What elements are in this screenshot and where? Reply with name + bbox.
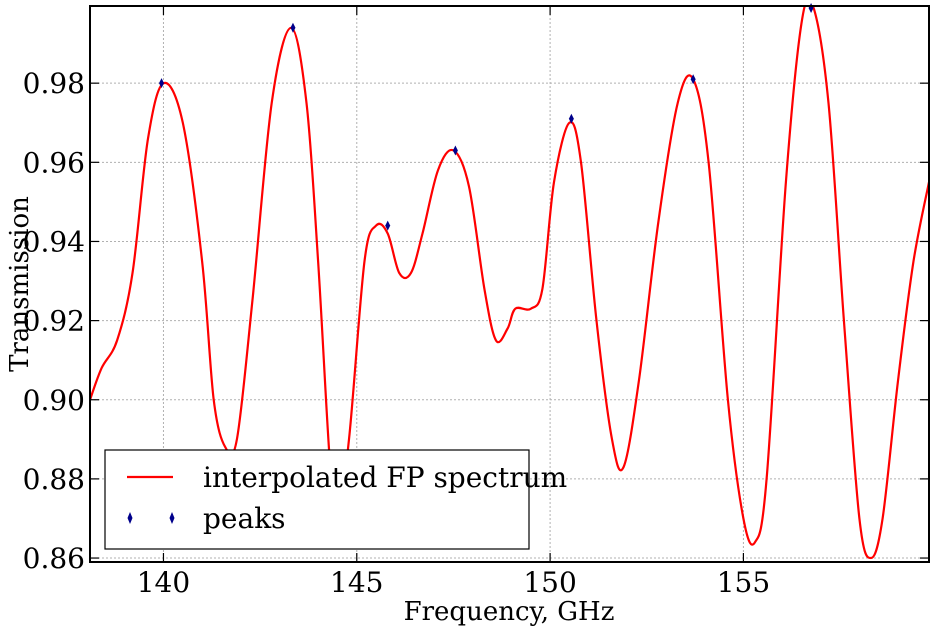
peak-marker (808, 2, 814, 13)
axis-ticks (90, 6, 929, 562)
tick-labels: 140 145 150 155 0.86 0.88 0.90 0.92 0.94 0.96 0.98 (23, 67, 770, 599)
y-tick-label: 0.86 (23, 542, 85, 575)
peak-marker (385, 220, 391, 231)
legend-box (104, 449, 530, 550)
x-axis-label: Frequency, GHz (404, 597, 615, 627)
spectrum-line (90, 6, 929, 560)
legend-label-spectrum: interpolated FP spectrum (203, 461, 567, 494)
peak-marker (568, 113, 574, 124)
y-tick-label: 0.96 (23, 146, 85, 179)
legend: interpolated FP spectrum peaks (104, 449, 567, 550)
y-tick-label: 0.98 (23, 67, 85, 100)
peak-marker (290, 22, 296, 33)
peak-marker (452, 145, 458, 156)
y-tick-label: 0.90 (23, 384, 85, 417)
x-tick-label: 145 (330, 566, 383, 599)
peak-markers (159, 2, 814, 231)
x-tick-label: 150 (523, 566, 576, 599)
y-tick-label: 0.88 (23, 463, 85, 496)
y-axis-label: Transmission (5, 196, 35, 372)
peak-marker (690, 74, 696, 85)
legend-peak-marker-1 (127, 512, 133, 524)
legend-label-peaks: peaks (203, 502, 286, 535)
spectrum-line-path (90, 6, 929, 560)
peak-marker (159, 78, 165, 89)
x-tick-label: 140 (137, 566, 190, 599)
grid (90, 6, 929, 562)
y-tick-label: 0.92 (23, 305, 85, 338)
y-tick-label: 0.94 (23, 225, 85, 258)
x-tick-label: 155 (717, 566, 770, 599)
legend-peak-marker-2 (169, 512, 175, 524)
plot-frame (89, 5, 930, 563)
